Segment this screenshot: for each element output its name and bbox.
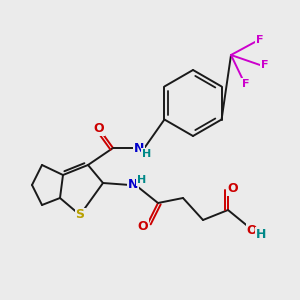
Text: N: N [128, 178, 138, 191]
Text: H: H [137, 175, 147, 185]
Text: H: H [142, 149, 152, 159]
Text: N: N [134, 142, 144, 154]
Text: F: F [261, 60, 269, 70]
Text: O: O [94, 122, 104, 134]
Text: F: F [256, 35, 264, 45]
Text: H: H [256, 227, 266, 241]
Text: O: O [138, 220, 148, 232]
Text: S: S [76, 208, 85, 221]
Text: O: O [228, 182, 238, 194]
Text: F: F [242, 79, 250, 89]
Text: O: O [247, 224, 257, 236]
